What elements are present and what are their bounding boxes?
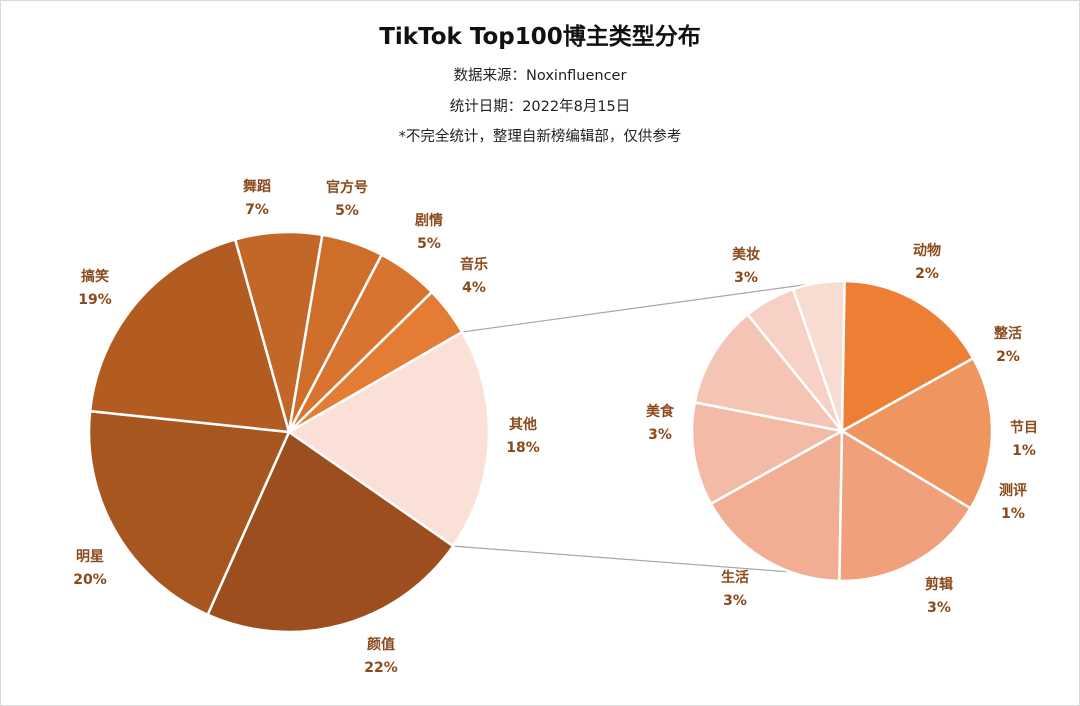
- main-pie-slice-其他: [287, 330, 491, 548]
- main-pie-label-舞蹈: 舞蹈: [243, 178, 271, 195]
- sub-pie-pct-节目: 1%: [1012, 443, 1036, 459]
- sub-pie-label-节目: 节目: [1010, 419, 1038, 436]
- sub-pie-slice-剪辑: [840, 279, 975, 433]
- sub-pie-pct-美妆: 3%: [734, 270, 758, 286]
- main-pie-slice-颜值: [206, 430, 455, 634]
- sub-pie: [690, 279, 994, 583]
- main-pie-pct-明星: 20%: [73, 572, 107, 588]
- connector-line-top: [462, 281, 822, 333]
- sub-pie-pct-美食: 3%: [648, 427, 672, 443]
- main-pie-pct-颜值: 22%: [364, 660, 398, 676]
- main-pie-pct-其他: 18%: [506, 440, 540, 456]
- sub-pie-pct-剪辑: 3%: [927, 600, 951, 616]
- sub-pie-pct-动物: 2%: [915, 266, 939, 282]
- sub-pie-label-动物: 动物: [913, 242, 941, 259]
- sub-pie-pct-测评: 1%: [1001, 506, 1025, 522]
- data-source: 数据来源：Noxinfluencer: [453, 68, 627, 84]
- main-pie-label-颜值: 颜值: [367, 636, 395, 653]
- sub-pie-slice-生活: [840, 357, 994, 510]
- main-pie-label-其他: 其他: [509, 416, 537, 433]
- main-pie-label-搞笑: 搞笑: [81, 268, 109, 285]
- main-pie-pct-音乐: 4%: [462, 280, 486, 296]
- main-pie: [87, 230, 491, 634]
- connector-line-bottom: [453, 545, 791, 573]
- stat-date: 统计日期：2022年8月15日: [449, 99, 631, 115]
- sub-pie-label-生活: 生活: [721, 569, 749, 586]
- main-pie-label-剧情: 剧情: [415, 212, 443, 229]
- main-pie-label-明星: 明星: [76, 549, 104, 565]
- sub-pie-slice-整活: [693, 313, 844, 433]
- main-pie-slice-搞笑: [88, 238, 291, 434]
- main-pie-pct-官方号: 5%: [335, 203, 359, 219]
- sub-pie-label-测评: 测评: [999, 482, 1027, 499]
- main-pie-label-音乐: 音乐: [460, 256, 488, 273]
- main-pie-label-官方号: 官方号: [326, 179, 368, 196]
- sub-pie-label-美妆: 美妆: [732, 246, 760, 263]
- sub-pie-slice-美妆: [709, 429, 844, 583]
- sub-pie-label-剪辑: 剪辑: [925, 576, 953, 593]
- sub-pie-label-整活: 整活: [993, 325, 1022, 342]
- connector-lines: [453, 281, 822, 573]
- main-pie-pct-搞笑: 19%: [78, 292, 112, 308]
- main-pie-pct-剧情: 5%: [417, 236, 441, 252]
- chart-title: TikTok Top100博主类型分布: [379, 24, 701, 50]
- sub-pie-slice-动物: [690, 401, 844, 505]
- main-pie-pct-舞蹈: 7%: [245, 202, 269, 218]
- sub-pie-pct-整活: 2%: [996, 349, 1020, 365]
- main-pie-slice-音乐: [287, 290, 464, 434]
- sub-pie-label-美食: 美食: [646, 403, 675, 420]
- disclaimer-note: *不完全统计，整理自新榜编辑部，仅供参考: [398, 129, 682, 145]
- sub-pie-pct-生活: 3%: [723, 593, 747, 609]
- sub-pie-slice-美食: [838, 429, 972, 583]
- slice-labels: 其他 18% 颜值 22% 明星 20% 搞笑 19% 舞蹈 7% 官方号 5% 剧情 5% 音乐 4% 美妆 3…: [73, 178, 1038, 676]
- main-pie-slice-明星: [87, 409, 291, 616]
